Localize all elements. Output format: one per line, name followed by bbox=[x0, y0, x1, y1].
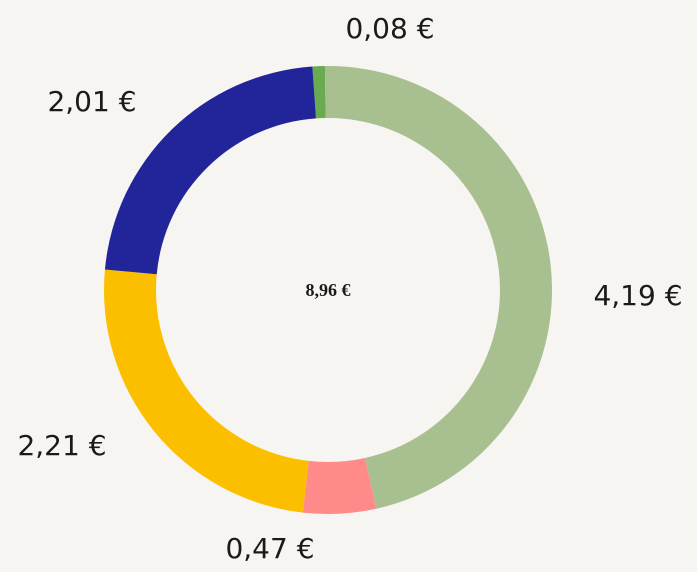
donut-slice bbox=[302, 457, 377, 514]
donut-slice bbox=[312, 66, 326, 119]
slice-label: 2,21 € bbox=[17, 429, 106, 462]
donut-slice bbox=[104, 66, 317, 275]
center-label: 8,96 € bbox=[306, 280, 351, 300]
slice-label: 4,19 € bbox=[593, 279, 682, 312]
slice-label: 0,08 € bbox=[345, 12, 434, 45]
slice-label: 2,01 € bbox=[47, 85, 136, 118]
donut-slice bbox=[324, 66, 553, 509]
slice-label: 0,47 € bbox=[225, 532, 314, 565]
donut-slice bbox=[103, 269, 309, 513]
